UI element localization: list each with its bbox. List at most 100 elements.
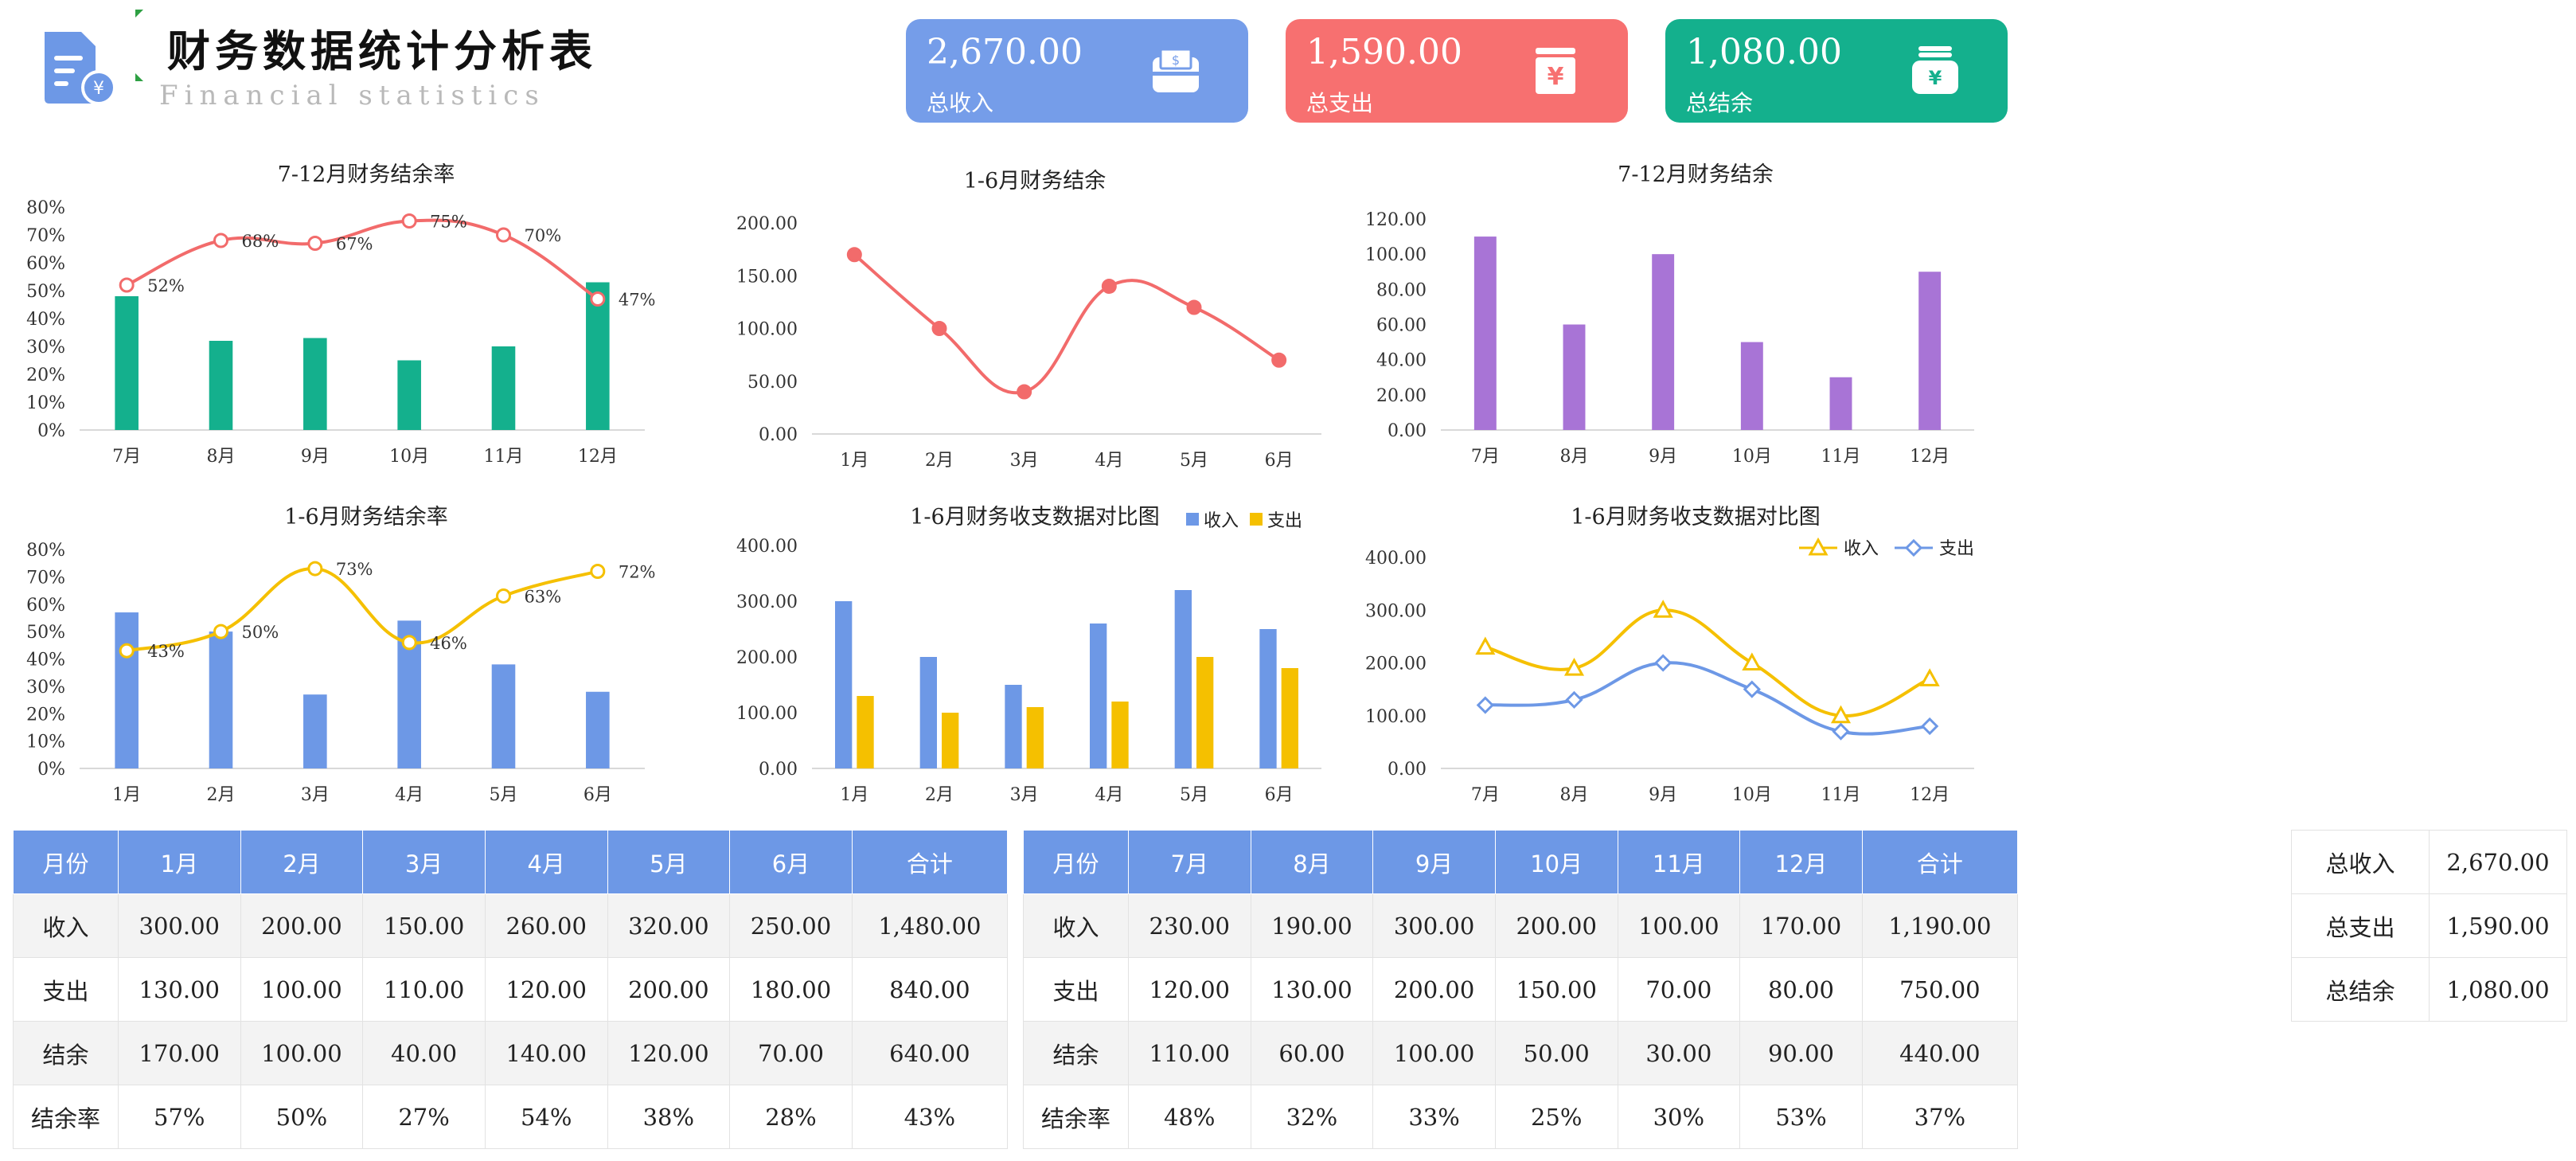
table-cell: 200.00 [1372,957,1496,1022]
bar [942,713,959,768]
x-tick-label: 4月 [1095,785,1123,805]
table-cell: 38% [607,1085,731,1149]
series-line [126,218,599,301]
svg-text:$: $ [1172,53,1180,68]
x-tick-label: 3月 [301,785,330,805]
chart-svg: 7-12月财务结余率 0% 10% 20% 30% 40% 50% 60% 70% 80% 7月 8月… [26,162,656,467]
y-tick-label: 30% [26,338,65,358]
table-row: 支出 120.00 130.00 200.00 150.00 70.00 80.00 750.… [1023,957,2019,1022]
table-cell: 50.00 [1494,1021,1618,1085]
summary-label: 总支出 [2291,893,2430,958]
bar [1473,236,1497,430]
x-tick-label: 11月 [1821,447,1861,467]
bar [1829,377,1852,430]
table-cell: 90.00 [1739,1021,1863,1085]
table-header-cell: 7月 [1127,830,1251,894]
table-cell: 80.00 [1739,957,1863,1022]
line-point [1186,299,1202,315]
table-cell: 43% [851,1085,1009,1149]
chart-jul-dec-balance-rate: 7-12月财务结余率 0% 10% 20% 30% 40% 50% 60% 70% 80% 7月 8月… [16,151,669,478]
y-tick-label: 100.00 [736,704,798,724]
table-header-cell: 12月 [1739,830,1863,894]
yuan-purse-icon: ¥ [1912,46,1958,94]
total-expense-card: 1,590.00 总支出 ¥ [1286,19,1628,123]
legend-swatch [1186,513,1199,526]
table-header-cell: 8月 [1250,830,1374,894]
summary-value: 2,670.00 [2429,830,2567,894]
data-label: 50% [242,623,279,642]
y-tick-label: 100.00 [1365,245,1427,265]
y-tick-label: 20.00 [1376,386,1427,406]
legend-label: 支出 [1939,539,1974,559]
chart-svg: 1-6月财务收支数据对比图 0.00 100.00 200.00 300.00 400.0… [736,505,1321,805]
line-point [1742,652,1762,670]
summary-row: 总结余 1,080.00 [2291,957,2567,1022]
table-cell: 180.00 [729,957,853,1022]
x-tick-label: 7月 [1471,447,1500,467]
x-tick-label: 8月 [207,447,236,467]
line-point [119,643,135,659]
y-tick-label: 150.00 [736,267,798,287]
legend-label: 支出 [1267,511,1302,531]
data-label: 75% [430,213,467,232]
x-tick-label: 4月 [395,785,423,805]
summary-value: 1,590.00 [2429,893,2567,958]
table-cell: 100.00 [240,957,364,1022]
table-cell: 1,480.00 [851,893,1009,958]
legend-marker [1808,537,1829,556]
y-tick-label: 0.00 [759,425,798,445]
data-label: 47% [619,291,656,310]
y-tick-label: 200.00 [736,214,798,234]
table-cell: 200.00 [1494,893,1618,958]
page-title: 财务数据统计分析表 [167,26,597,76]
table-cell: 54% [484,1085,608,1149]
bar [919,657,937,768]
x-tick-label: 6月 [1265,451,1294,471]
bar [1111,702,1129,768]
table-cell: 37% [1861,1085,2019,1149]
y-tick-label: 60% [26,254,65,274]
x-tick-label: 11月 [484,447,524,467]
bar [1563,324,1586,430]
line-point [1832,722,1850,741]
line-point [307,236,323,251]
x-tick-label: 10月 [1732,785,1772,805]
y-tick-label: 80% [26,198,65,218]
bar [303,338,327,430]
table-cell: 170.00 [1739,893,1863,958]
x-tick-label: 6月 [584,785,612,805]
total-balance-card: 1,080.00 总结余 ¥ [1665,19,2008,123]
y-tick-label: 70% [26,226,65,246]
chart-svg: 7-12月财务结余 0.00 20.00 40.00 60.00 80.00 100.00 1… [1365,162,1974,467]
x-tick-label: 8月 [1560,785,1589,805]
y-tick-label: 200.00 [736,648,798,668]
line-point [1476,696,1494,714]
bar [1026,707,1044,768]
table-header-cell: 2月 [240,830,364,894]
legend-label: 收入 [1204,511,1239,531]
x-tick-label: 12月 [578,447,618,467]
chart-title: 1-6月财务收支数据对比图 [1571,505,1820,530]
table-cell: 30% [1617,1085,1741,1149]
table-cell: 100.00 [240,1021,364,1085]
table-header-row: 月份 7月 8月 9月 10月 11月 12月 合计 [1023,830,2019,894]
table-header-cell: 3月 [362,830,486,894]
chart-title: 7-12月财务结余率 [278,162,455,187]
x-tick-label: 2月 [925,785,954,805]
card-value: 1,080.00 [1686,32,1842,72]
y-tick-label: 50.00 [747,373,798,393]
line-point [931,321,947,336]
x-tick-label: 8月 [1560,447,1589,467]
table-cell: 40.00 [362,1021,486,1085]
series-line [1485,661,1930,736]
table-cell: 33% [1372,1085,1496,1149]
row-label-cell: 收入 [13,893,119,958]
y-tick-label: 60% [26,596,65,616]
x-tick-label: 1月 [112,785,141,805]
bar [1090,624,1107,768]
x-tick-label: 12月 [1910,447,1950,467]
table-header-cell: 4月 [484,830,608,894]
data-label: 67% [336,235,373,254]
summary-value: 1,080.00 [2429,957,2567,1022]
bar [1652,254,1675,430]
